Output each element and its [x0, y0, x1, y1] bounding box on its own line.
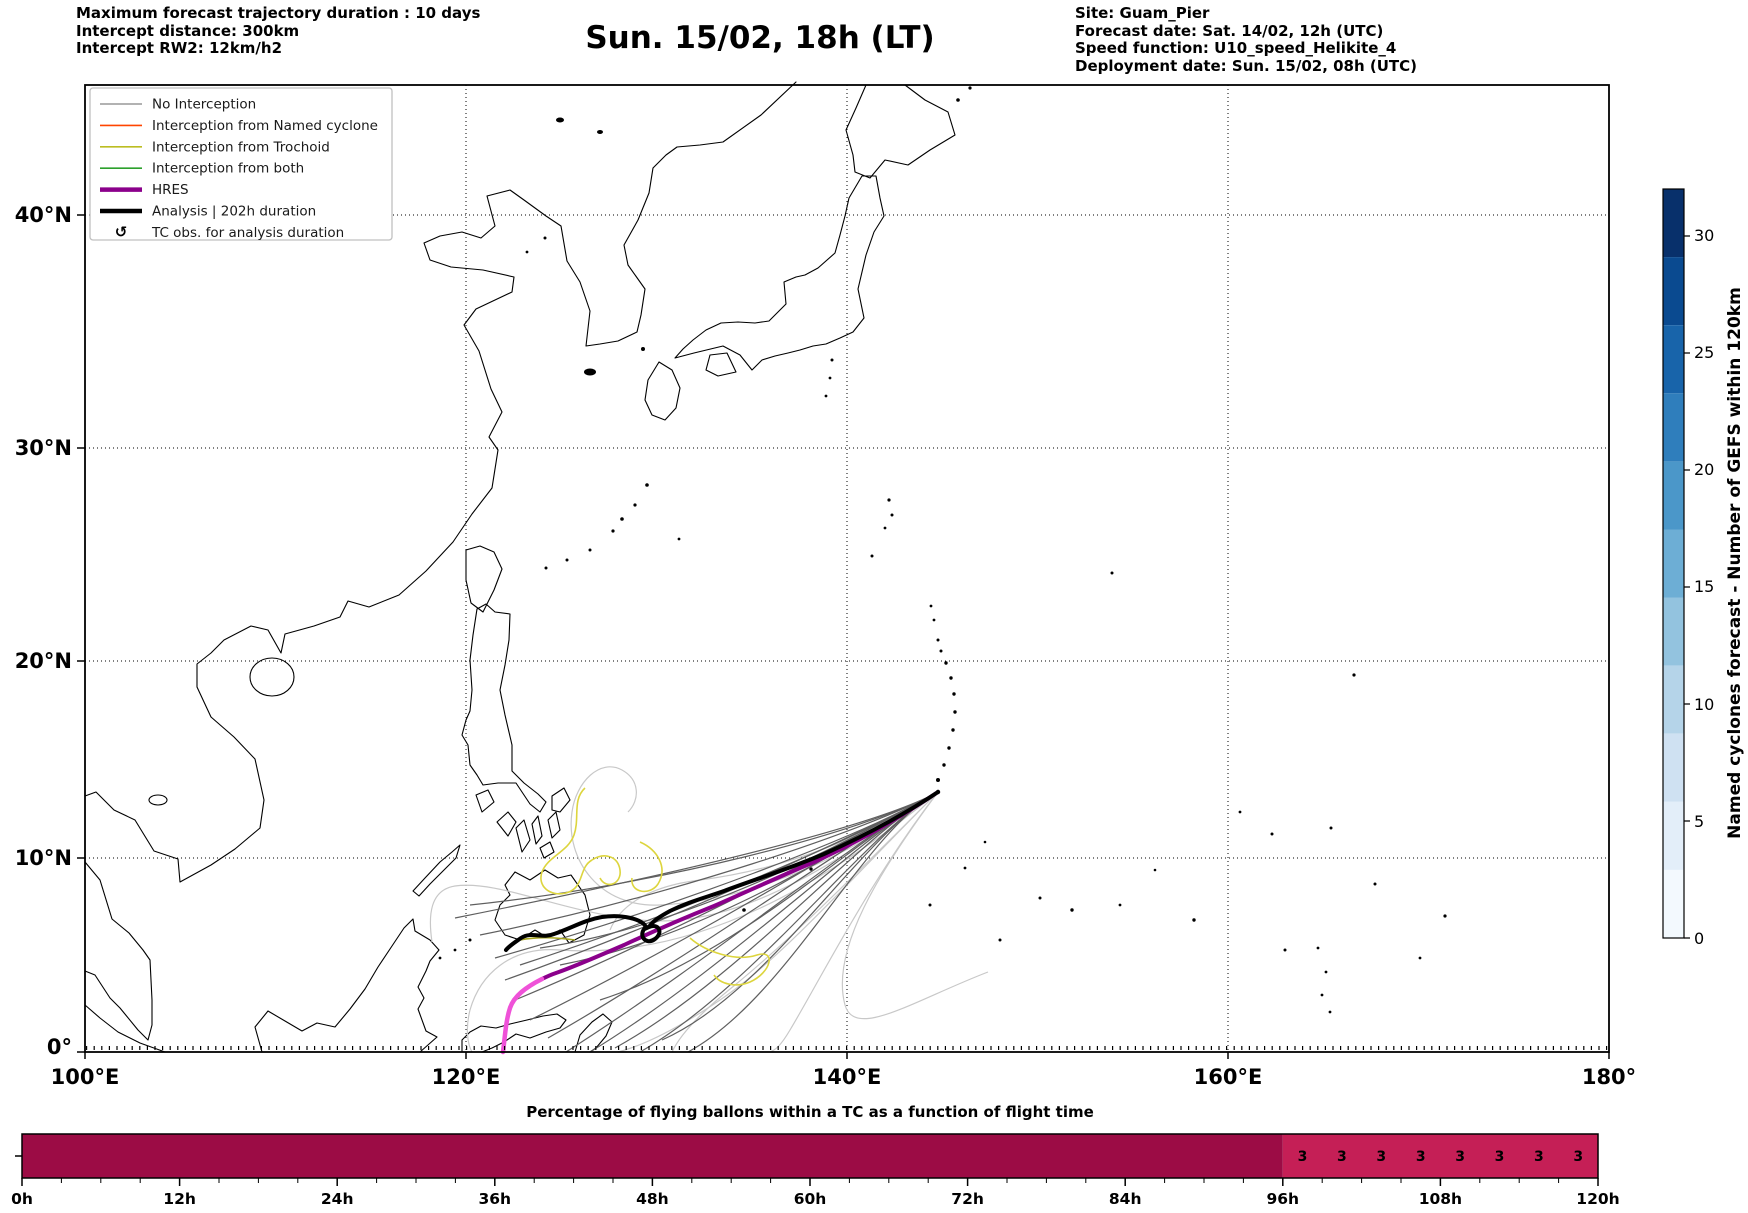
trajectory-analysis	[504, 789, 941, 952]
hour-tick-108: 108h	[1419, 1190, 1462, 1208]
colorbar-tick-10: 10	[1694, 695, 1714, 714]
trajectory-hres-extension	[500, 976, 545, 1055]
hour-tick-120: 120h	[1576, 1190, 1619, 1208]
launch-site-marker	[935, 789, 941, 795]
strip-cell-value: 3	[1455, 1149, 1465, 1165]
colorbar: 0 5 10 15 20 25 30 Named cyclones foreca…	[1662, 188, 1745, 948]
bottom-strip-chart: Percentage of flying ballons within a TC…	[11, 1103, 1620, 1208]
hour-tick-24: 24h	[321, 1190, 354, 1208]
meta-left-block: Maximum forecast trajectory duration : 1…	[76, 4, 481, 58]
strip-cell-value: 3	[1416, 1149, 1426, 1165]
small-islands	[438, 86, 1447, 1014]
colorbar-tick-20: 20	[1694, 460, 1714, 479]
legend-label-hres: HRES	[152, 182, 189, 198]
strip-segment-0-96h	[22, 1134, 1283, 1178]
meta-right-line-4: Deployment date: Sun. 15/02, 08h (UTC)	[1075, 56, 1418, 75]
colorbar-tick-15: 15	[1694, 577, 1714, 596]
meta-left-line-3: Intercept RW2: 12km/h2	[76, 39, 283, 57]
bottom-chart-title: Percentage of flying ballons within a TC…	[526, 1103, 1094, 1121]
hour-tick-12: 12h	[163, 1190, 196, 1208]
map-frame	[77, 84, 1610, 1059]
strip-cell-value: 3	[1376, 1149, 1386, 1165]
colorbar-tick-30: 30	[1694, 226, 1714, 245]
figure-title: Sun. 15/02, 18h (LT)	[585, 20, 935, 56]
legend-label-tc-obs: TC obs. for analysis duration	[151, 225, 344, 241]
meta-right-line-3: Speed function: U10_speed_Helikite_4	[1075, 39, 1397, 57]
map-legend: ↺ No Interception Interception from Name…	[89, 87, 393, 241]
meta-right-line-2: Forecast date: Sat. 14/02, 12h (UTC)	[1075, 21, 1384, 40]
map-axis-labels: 40°N 30°N 20°N 10°N 0° 100°E 120°E 140°E…	[15, 203, 1636, 1089]
lon-tick-160e: 160°E	[1194, 1065, 1263, 1089]
colorbar-tick-5: 5	[1694, 812, 1704, 831]
meta-right-block: Site: Guam_Pier Forecast date: Sat. 14/0…	[1075, 4, 1418, 75]
strip-cell-value: 3	[1337, 1149, 1347, 1165]
colorbar-label: Named cyclones forecast - Number of GEFS…	[1725, 287, 1745, 839]
lat-tick-0: 0°	[47, 1035, 72, 1059]
legend-label-trochoid: Interception from Trochoid	[152, 139, 330, 155]
meta-left-line-1: Maximum forecast trajectory duration : 1…	[76, 4, 481, 22]
colorbar-tick-0: 0	[1694, 929, 1704, 948]
lon-tick-140e: 140°E	[813, 1065, 882, 1089]
colorbar-tick-25: 25	[1694, 343, 1714, 362]
legend-label-named-cyclone: Interception from Named cyclone	[152, 118, 378, 134]
lat-tick-30n: 30°N	[15, 436, 72, 460]
hour-tick-72: 72h	[951, 1190, 984, 1208]
trajectory-hres	[500, 790, 940, 1055]
lon-tick-120e: 120°E	[432, 1065, 501, 1089]
lon-tick-180: 180°	[1582, 1065, 1636, 1089]
hour-tick-96: 96h	[1266, 1190, 1299, 1208]
meta-right-line-1: Site: Guam_Pier	[1075, 4, 1210, 22]
legend-label-both: Interception from both	[152, 161, 304, 177]
hour-tick-36: 36h	[478, 1190, 511, 1208]
hour-tick-84: 84h	[1109, 1190, 1142, 1208]
lat-tick-10n: 10°N	[15, 846, 72, 870]
hour-tick-48: 48h	[636, 1190, 669, 1208]
hour-tick-60: 60h	[794, 1190, 827, 1208]
strip-segment-96-120h	[1282, 1134, 1598, 1178]
lon-tick-100e: 100°E	[51, 1065, 120, 1089]
tc-obs-symbol-icon: ↺	[115, 223, 128, 241]
hour-tick-0: 0h	[11, 1190, 33, 1208]
legend-label-no-interception: No Interception	[152, 97, 256, 113]
trajectories-trochoid-yellow	[519, 787, 770, 986]
meta-left-line-2: Intercept distance: 300km	[76, 21, 300, 40]
lat-tick-20n: 20°N	[15, 649, 72, 673]
strip-cell-value: 3	[1534, 1149, 1544, 1165]
strip-cell-value: 3	[1573, 1149, 1583, 1165]
legend-label-analysis: Analysis | 202h duration	[152, 204, 316, 220]
lat-tick-40n: 40°N	[15, 203, 72, 227]
strip-cell-value: 3	[1298, 1149, 1308, 1165]
strip-cell-value: 3	[1495, 1149, 1505, 1165]
